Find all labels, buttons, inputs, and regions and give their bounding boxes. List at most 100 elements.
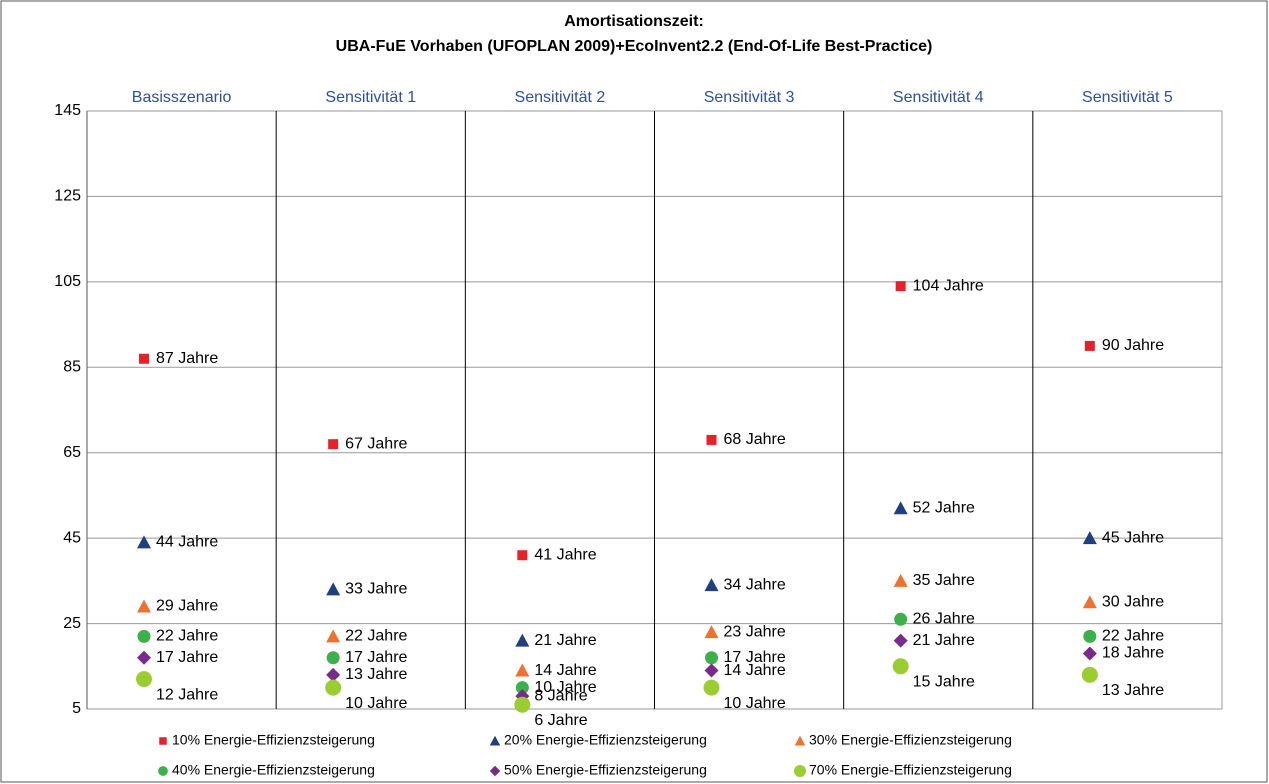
- y-tick-label: 125: [54, 188, 81, 205]
- data-label: 22 Jahre: [1102, 628, 1164, 645]
- marker-triangle: [326, 582, 341, 596]
- data-label: 68 Jahre: [724, 431, 786, 448]
- legend-label: 20% Energie-Effizienzsteigerung: [504, 732, 707, 748]
- data-label: 30 Jahre: [1102, 593, 1164, 610]
- data-label: 18 Jahre: [1102, 645, 1164, 662]
- marker-circle: [514, 696, 531, 713]
- data-label: 34 Jahre: [724, 576, 786, 593]
- marker-square: [159, 737, 167, 745]
- data-label: 17 Jahre: [156, 649, 218, 666]
- marker-triangle: [704, 625, 719, 639]
- y-tick-label: 25: [63, 615, 81, 632]
- marker-circle: [136, 671, 152, 688]
- marker-square: [517, 550, 528, 561]
- panel-label: Sensitivität 4: [893, 89, 984, 106]
- panel-label: Sensitivität 5: [1082, 89, 1173, 106]
- marker-triangle: [515, 633, 530, 647]
- legend-label: 10% Energie-Effizienzsteigerung: [172, 732, 375, 748]
- marker-square: [328, 439, 339, 450]
- marker-circle: [894, 612, 908, 626]
- data-label: 10 Jahre: [345, 695, 407, 712]
- panel-label: Sensitivität 2: [515, 89, 606, 106]
- marker-square: [706, 434, 717, 445]
- marker-triangle: [137, 599, 151, 613]
- marker-circle: [1083, 629, 1097, 643]
- data-label: 22 Jahre: [156, 628, 218, 645]
- marker-circle: [794, 765, 806, 777]
- data-label: 67 Jahre: [345, 435, 407, 452]
- marker-triangle: [1082, 595, 1097, 609]
- marker-triangle: [515, 663, 530, 677]
- legend-label: 70% Energie-Effizienzsteigerung: [809, 762, 1012, 778]
- marker-diamond: [704, 663, 719, 678]
- data-label: 41 Jahre: [534, 546, 596, 563]
- marker-diamond: [137, 650, 151, 665]
- marker-triangle: [893, 501, 908, 515]
- marker-square: [895, 281, 906, 292]
- marker-circle: [137, 629, 151, 643]
- data-label: 14 Jahre: [724, 662, 786, 679]
- data-label: 10 Jahre: [724, 695, 786, 712]
- marker-square: [139, 353, 149, 364]
- y-tick-label: 105: [54, 273, 81, 290]
- data-label: 8 Jahre: [534, 687, 587, 704]
- marker-triangle: [326, 629, 341, 643]
- data-label: 45 Jahre: [1102, 529, 1164, 546]
- y-tick-label: 85: [63, 359, 81, 376]
- data-label: 26 Jahre: [913, 611, 975, 628]
- marker-diamond: [1082, 646, 1097, 661]
- data-label: 14 Jahre: [534, 662, 596, 679]
- data-label: 87 Jahre: [156, 350, 218, 367]
- y-tick-label: 145: [54, 102, 81, 119]
- data-label: 23 Jahre: [724, 623, 786, 640]
- marker-triangle: [1082, 531, 1097, 545]
- y-tick-label: 5: [72, 700, 81, 717]
- marker-circle: [326, 651, 340, 665]
- data-label: 21 Jahre: [913, 632, 975, 649]
- data-label: 52 Jahre: [913, 499, 975, 516]
- y-tick-label: 65: [63, 444, 81, 461]
- data-label: 6 Jahre: [534, 712, 587, 729]
- marker-circle: [892, 658, 909, 675]
- marker-triangle: [893, 573, 908, 587]
- panel-label: Sensitivität 3: [704, 89, 795, 106]
- marker-triangle: [489, 735, 501, 746]
- marker-triangle: [704, 578, 719, 592]
- marker-diamond: [326, 667, 341, 682]
- marker-triangle: [794, 735, 806, 746]
- marker-circle: [703, 679, 720, 696]
- data-label: 13 Jahre: [345, 666, 407, 683]
- data-label: 44 Jahre: [156, 534, 218, 551]
- marker-triangle: [137, 535, 151, 549]
- data-label: 35 Jahre: [913, 572, 975, 589]
- panel-label: Basisszenario: [132, 89, 232, 106]
- panel-label: Sensitivität 1: [325, 89, 416, 106]
- chart-subtitle: UBA-FuE Vorhaben (UFOPLAN 2009)+EcoInven…: [336, 38, 933, 55]
- data-label: 90 Jahre: [1102, 337, 1164, 354]
- marker-circle: [515, 681, 529, 695]
- data-label: 17 Jahre: [724, 649, 786, 666]
- legend-label: 40% Energie-Effizienzsteigerung: [172, 762, 375, 778]
- marker-diamond: [893, 633, 908, 648]
- marker-circle: [158, 766, 168, 776]
- data-label: 29 Jahre: [156, 598, 218, 615]
- legend-label: 30% Energie-Effizienzsteigerung: [809, 732, 1012, 748]
- marker-diamond: [489, 765, 501, 777]
- data-label: 21 Jahre: [534, 632, 596, 649]
- marker-square: [1084, 340, 1095, 351]
- data-label: 104 Jahre: [913, 277, 984, 294]
- data-label: 12 Jahre: [156, 686, 218, 703]
- marker-circle: [705, 651, 718, 665]
- data-label: 10 Jahre: [534, 679, 596, 696]
- chart-title: Amortisationszeit:: [564, 13, 704, 30]
- data-label: 15 Jahre: [913, 674, 975, 691]
- data-label: 13 Jahre: [1102, 682, 1164, 699]
- legend-label: 50% Energie-Effizienzsteigerung: [504, 762, 707, 778]
- marker-circle: [1081, 666, 1098, 683]
- marker-circle: [325, 679, 342, 696]
- data-label: 22 Jahre: [345, 628, 407, 645]
- data-label: 33 Jahre: [345, 581, 407, 598]
- data-label: 17 Jahre: [345, 649, 407, 666]
